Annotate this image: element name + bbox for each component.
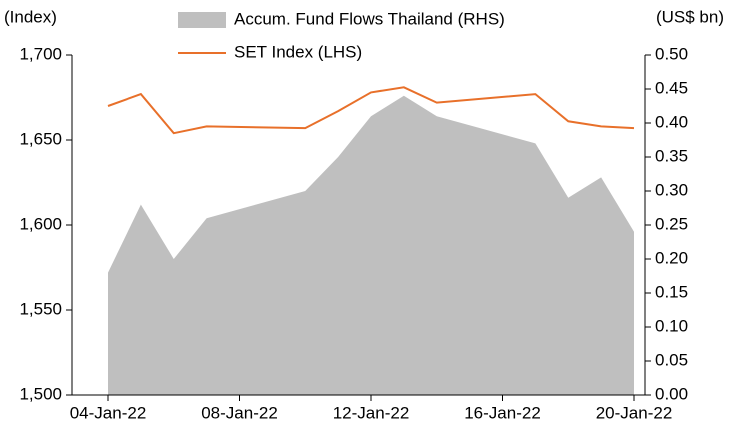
- y2-tick-label: 0.10: [655, 316, 688, 335]
- y-tick-label: 1,650: [19, 129, 62, 148]
- y-axis-title: (Index): [4, 7, 57, 26]
- line: [107, 86, 635, 135]
- legend-swatch: [178, 12, 226, 28]
- x-tick-label: 16-Jan-22: [464, 403, 541, 422]
- legend-label: SET Index (LHS): [234, 42, 362, 61]
- x-tick-label: 12-Jan-22: [333, 403, 410, 422]
- y-tick-label: 1,600: [19, 214, 62, 233]
- y2-tick-label: 0.00: [655, 384, 688, 403]
- y-tick-label: 1,500: [19, 384, 62, 403]
- y2-tick-label: 0.50: [655, 44, 688, 63]
- y-tick-label: 1,550: [19, 299, 62, 318]
- x-tick-label: 20-Jan-22: [596, 403, 673, 422]
- legend-label: Accum. Fund Flows Thailand (RHS): [234, 9, 505, 28]
- y-tick-label: 1,700: [19, 44, 62, 63]
- area: [108, 95, 634, 396]
- y2-tick-label: 0.30: [655, 180, 688, 199]
- y2-tick-label: 0.25: [655, 214, 688, 233]
- x-tick-label: 04-Jan-22: [70, 403, 147, 422]
- y2-tick-label: 0.15: [655, 282, 688, 301]
- y2-tick-label: 0.40: [655, 112, 688, 131]
- y2-tick-label: 0.45: [655, 78, 688, 97]
- y2-tick-label: 0.20: [655, 248, 688, 267]
- x-tick-label: 08-Jan-22: [201, 403, 278, 422]
- y2-axis-title: (US$ bn): [656, 7, 724, 26]
- y2-tick-label: 0.35: [655, 146, 688, 165]
- y2-tick-label: 0.05: [655, 350, 688, 369]
